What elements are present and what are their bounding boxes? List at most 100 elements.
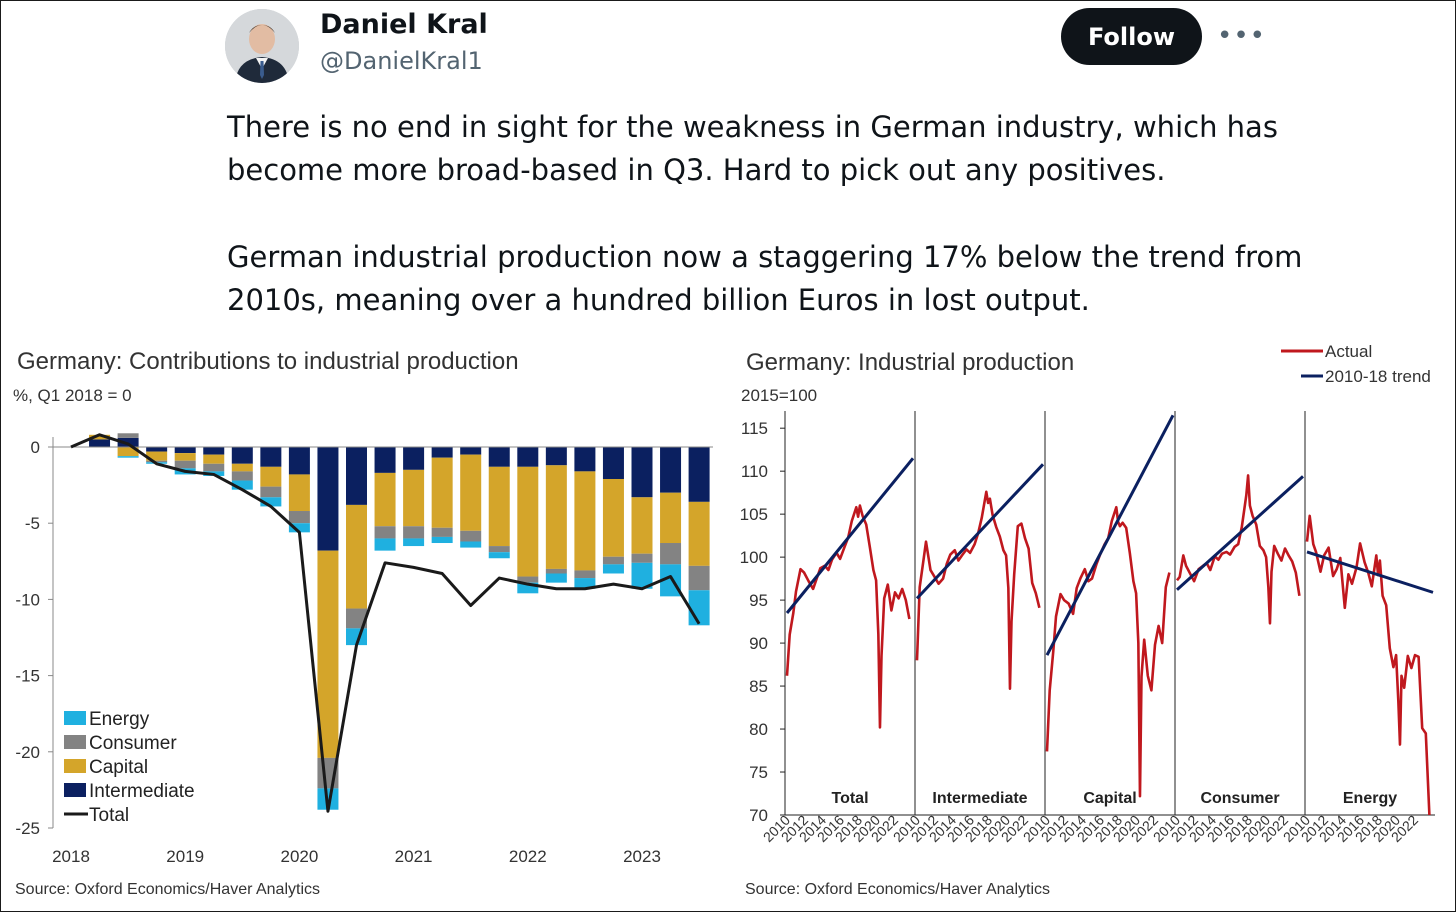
bar-capital — [431, 457, 453, 528]
legend-label: Actual — [1325, 342, 1372, 361]
y-tick-label: -10 — [15, 590, 40, 609]
actual-line-intermediate — [915, 490, 1041, 690]
bar-capital — [288, 474, 310, 512]
bar-capital — [602, 479, 624, 557]
bar-consumer — [203, 463, 225, 472]
bar-energy — [374, 538, 396, 551]
bar-consumer — [574, 570, 596, 579]
legend-label: Energy — [89, 709, 150, 730]
bar-capital — [403, 469, 425, 527]
trend-line-capital — [1045, 414, 1175, 656]
y-tick-label: 0 — [31, 438, 40, 457]
bar-intermediate — [231, 447, 253, 464]
actual-line-total — [785, 504, 911, 729]
panel-label: Consumer — [1200, 790, 1279, 807]
x-tick-label: 2018 — [52, 847, 90, 866]
bar-consumer — [660, 543, 682, 565]
x-tick-label: 2023 — [623, 847, 661, 866]
bar-energy — [460, 541, 482, 548]
panel-label: Energy — [1343, 790, 1397, 807]
bar-capital — [460, 454, 482, 531]
bar-energy — [602, 564, 624, 574]
legend-swatch-energy — [64, 711, 86, 725]
trend-line-total — [785, 457, 915, 614]
bar-capital — [146, 451, 168, 461]
chart-subtitle: 2015=100 — [741, 386, 817, 405]
bar-energy — [288, 523, 310, 533]
actual-line-energy — [1305, 514, 1431, 816]
tweet-text-paragraph-2: German industrial production now a stagg… — [227, 240, 1303, 317]
bar-consumer — [688, 565, 710, 591]
bar-capital — [346, 504, 367, 609]
contributions-chart: Germany: Contributions to industrial pro… — [13, 348, 713, 898]
bar-energy — [660, 564, 682, 597]
trend-line-intermediate — [915, 463, 1045, 600]
bar-consumer — [488, 546, 510, 553]
bar-energy — [117, 456, 139, 458]
bar-energy — [517, 582, 539, 594]
bar-intermediate — [688, 447, 710, 502]
chart-title: Germany: Contributions to industrial pro… — [17, 348, 519, 375]
bar-energy — [688, 590, 710, 626]
bar-intermediate — [203, 447, 225, 455]
bar-capital — [260, 466, 282, 487]
bar-capital — [374, 472, 396, 527]
bar-consumer — [260, 486, 282, 498]
bar-intermediate — [631, 447, 653, 498]
bar-consumer — [631, 553, 653, 563]
bar-energy — [631, 562, 653, 589]
x-tick-label: 2021 — [395, 847, 433, 866]
legend-label: Consumer — [89, 733, 177, 754]
bar-intermediate — [488, 447, 510, 467]
y-tick-label: 110 — [741, 462, 768, 481]
author-name[interactable]: Daniel Kral — [320, 9, 488, 40]
bar-intermediate — [346, 447, 367, 505]
bar-intermediate — [288, 447, 310, 475]
y-tick-label: 80 — [749, 720, 768, 739]
bar-intermediate — [602, 447, 624, 480]
trend-line-energy — [1306, 550, 1434, 594]
follow-button[interactable]: Follow — [1061, 8, 1202, 65]
avatar[interactable] — [225, 9, 299, 83]
bar-intermediate — [574, 447, 596, 472]
bar-capital — [231, 463, 253, 472]
chart-title: Germany: Industrial production — [746, 349, 1074, 376]
total-line — [70, 433, 701, 813]
y-tick-label: 105 — [740, 505, 768, 524]
y-tick-label: 95 — [749, 591, 768, 610]
chart-subtitle: %, Q1 2018 = 0 — [13, 386, 132, 405]
author-handle[interactable]: @DanielKral1 — [320, 47, 483, 75]
bar-consumer — [403, 526, 425, 539]
bar-capital — [545, 465, 567, 569]
y-tick-label: 85 — [749, 677, 768, 696]
bar-consumer — [374, 526, 396, 539]
bar-capital — [631, 497, 653, 554]
y-tick-label: -5 — [25, 514, 40, 533]
more-options-icon[interactable]: ••• — [1217, 21, 1267, 51]
legend-swatch-capital — [64, 759, 86, 773]
bar-consumer — [288, 511, 310, 524]
x-tick-label: 2022 — [509, 847, 547, 866]
bar-consumer — [545, 568, 567, 574]
bar-consumer — [174, 460, 196, 469]
trend-line-consumer — [1175, 475, 1305, 591]
x-tick-label: 2019 — [166, 847, 204, 866]
bar-energy — [403, 538, 425, 547]
industrial-production-chart: Germany: Industrial production 2015=100 Ac… — [740, 342, 1435, 898]
y-tick-label: -15 — [15, 667, 40, 686]
bar-energy — [260, 497, 282, 507]
legend-swatch-consumer — [64, 735, 86, 749]
panel-label: Total — [831, 790, 868, 807]
bar-consumer — [117, 433, 139, 438]
bar-capital — [660, 492, 682, 544]
bar-capital — [89, 434, 111, 440]
legend-label: Total — [89, 805, 129, 826]
bar-capital — [117, 447, 139, 457]
bar-intermediate — [403, 447, 425, 470]
bar-intermediate — [545, 447, 567, 466]
y-tick-label: 75 — [749, 763, 768, 782]
x-tick-label: 2020 — [280, 847, 318, 866]
tweet-text-paragraph-1: There is no end in sight for the weaknes… — [227, 110, 1278, 187]
bar-capital — [488, 466, 510, 547]
